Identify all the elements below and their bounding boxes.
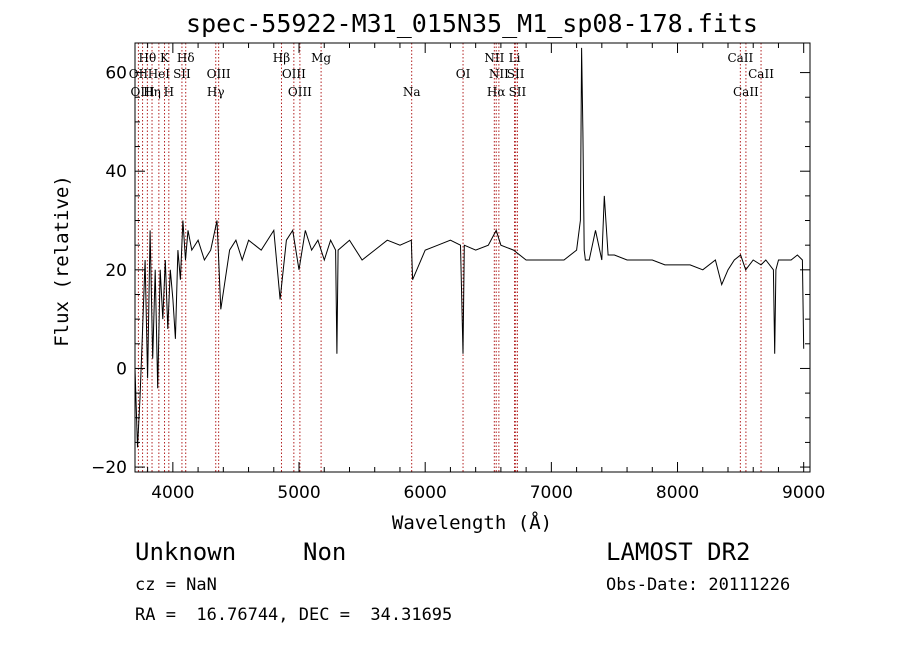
line-label-caii: CaII — [727, 51, 753, 65]
x-axis-ticks: 4000 5000 6000 7000 8000 9000 — [147, 43, 825, 503]
line-label-oi: OI — [456, 67, 471, 81]
line-label-oii: OII — [129, 67, 149, 81]
y-axis-label: Flux (relative) — [51, 175, 73, 347]
plot-frame — [134, 42, 811, 473]
y-axis-ticks: −20 0 20 40 60 — [91, 64, 810, 478]
line-label-na: Na — [403, 85, 421, 99]
y-tick-label: 20 — [105, 261, 127, 281]
chart-title: spec-55922-M31_015N35_M1_sp08-178.fits — [186, 9, 758, 38]
line-label-hδ: Hδ — [177, 51, 195, 65]
line-label-oiii: OIII — [207, 67, 231, 81]
x-tick-label: 5000 — [277, 483, 320, 503]
y-tick-label: 40 — [105, 162, 127, 182]
x-axis-label: Wavelength (Å) — [392, 511, 552, 534]
line-label-hη: Hη — [143, 85, 161, 99]
line-label-oiii: OIII — [282, 67, 306, 81]
object-class: Unknown — [135, 538, 236, 566]
line-label-h: H — [164, 85, 174, 99]
line-label-hθ: Hθ — [139, 51, 157, 65]
spectral-line-markers — [137, 43, 762, 472]
x-tick-label: 7000 — [530, 483, 573, 503]
redshift-readout: cz = NaN — [135, 575, 217, 595]
y-tick-label: 0 — [116, 359, 127, 379]
y-tick-label: −20 — [91, 458, 127, 478]
x-tick-label: 4000 — [151, 483, 194, 503]
line-label-hei: HeI — [148, 67, 171, 81]
line-label-oiii: OIII — [288, 85, 312, 99]
line-label-caii: CaII — [748, 67, 774, 81]
spectrum-line — [134, 47, 805, 448]
x-tick-label: 6000 — [404, 483, 447, 503]
object-subclass: Non — [303, 538, 346, 566]
y-tick-label: 60 — [105, 64, 127, 84]
x-tick-label: 8000 — [656, 483, 699, 503]
line-label-k: K — [160, 51, 170, 65]
line-label-hβ: Hβ — [273, 51, 290, 65]
line-label-sii: SII — [173, 67, 191, 81]
line-label-hγ: Hγ — [207, 85, 225, 99]
survey-name: LAMOST DR2 — [606, 538, 751, 566]
line-label-hα: Hα — [487, 85, 506, 99]
x-tick-label: 9000 — [782, 483, 825, 503]
line-label-sii: SII — [509, 85, 527, 99]
line-label-caii: CaII — [733, 85, 759, 99]
line-label-sii: SII — [507, 67, 525, 81]
line-label-nii: NII — [484, 51, 504, 65]
line-label-nii: NII — [489, 67, 509, 81]
coordinates-readout: RA = 16.76744, DEC = 34.31695 — [135, 605, 452, 625]
line-label-li: Li — [509, 51, 521, 65]
line-label-mg: Mg — [311, 51, 331, 65]
line-label-oiii: OIII — [131, 85, 155, 99]
observation-date: Obs-Date: 20111226 — [606, 575, 790, 595]
